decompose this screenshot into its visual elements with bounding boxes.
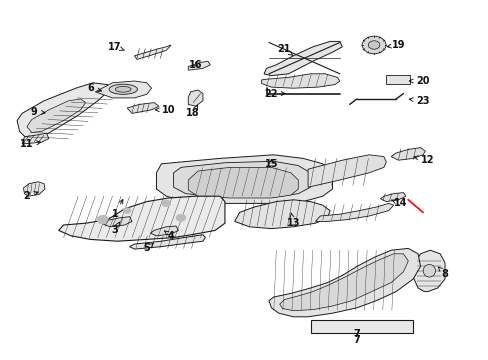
Polygon shape — [279, 254, 407, 311]
Polygon shape — [310, 320, 412, 333]
Text: 11: 11 — [20, 139, 41, 149]
Polygon shape — [22, 133, 49, 144]
Polygon shape — [23, 182, 45, 196]
Polygon shape — [134, 45, 171, 59]
Text: 22: 22 — [264, 89, 285, 99]
Circle shape — [176, 214, 185, 221]
FancyBboxPatch shape — [386, 75, 409, 84]
Polygon shape — [307, 155, 386, 187]
Text: 6: 6 — [87, 83, 101, 93]
Polygon shape — [156, 155, 332, 203]
Polygon shape — [264, 41, 342, 76]
Polygon shape — [234, 200, 329, 229]
Polygon shape — [315, 203, 393, 221]
Polygon shape — [129, 235, 205, 249]
Text: 12: 12 — [413, 155, 434, 165]
Text: 4: 4 — [164, 231, 174, 241]
Ellipse shape — [422, 264, 434, 277]
Polygon shape — [367, 41, 379, 49]
Text: 5: 5 — [143, 243, 153, 253]
Polygon shape — [188, 61, 210, 70]
Text: 17: 17 — [108, 42, 124, 52]
Polygon shape — [59, 196, 224, 241]
Text: 7: 7 — [353, 329, 360, 339]
Polygon shape — [173, 161, 310, 197]
Ellipse shape — [109, 84, 137, 94]
Text: 20: 20 — [408, 76, 429, 86]
Circle shape — [123, 208, 131, 213]
Polygon shape — [95, 81, 151, 98]
Polygon shape — [150, 226, 178, 236]
Text: 13: 13 — [286, 213, 300, 228]
Text: 14: 14 — [390, 198, 407, 208]
Text: 23: 23 — [408, 96, 429, 106]
Text: 2: 2 — [23, 191, 38, 201]
Text: 21: 21 — [276, 44, 293, 56]
Polygon shape — [102, 217, 132, 227]
Circle shape — [97, 215, 108, 224]
Polygon shape — [188, 90, 203, 106]
Polygon shape — [390, 148, 425, 160]
Polygon shape — [412, 250, 444, 292]
Polygon shape — [361, 36, 386, 54]
Polygon shape — [261, 74, 339, 88]
Text: 7: 7 — [353, 335, 360, 345]
Circle shape — [162, 200, 170, 207]
Polygon shape — [17, 83, 107, 140]
Polygon shape — [27, 99, 85, 132]
Polygon shape — [188, 167, 298, 198]
Text: 16: 16 — [188, 60, 202, 70]
Text: 18: 18 — [186, 105, 200, 118]
Text: 10: 10 — [155, 105, 175, 115]
Text: 1: 1 — [111, 199, 122, 219]
Text: 9: 9 — [31, 107, 45, 117]
Text: 15: 15 — [264, 159, 278, 169]
Text: 8: 8 — [437, 267, 447, 279]
Ellipse shape — [115, 86, 131, 92]
Text: 3: 3 — [111, 222, 119, 235]
Polygon shape — [268, 248, 420, 317]
Polygon shape — [380, 193, 405, 202]
Polygon shape — [127, 103, 159, 113]
Text: 19: 19 — [386, 40, 405, 50]
